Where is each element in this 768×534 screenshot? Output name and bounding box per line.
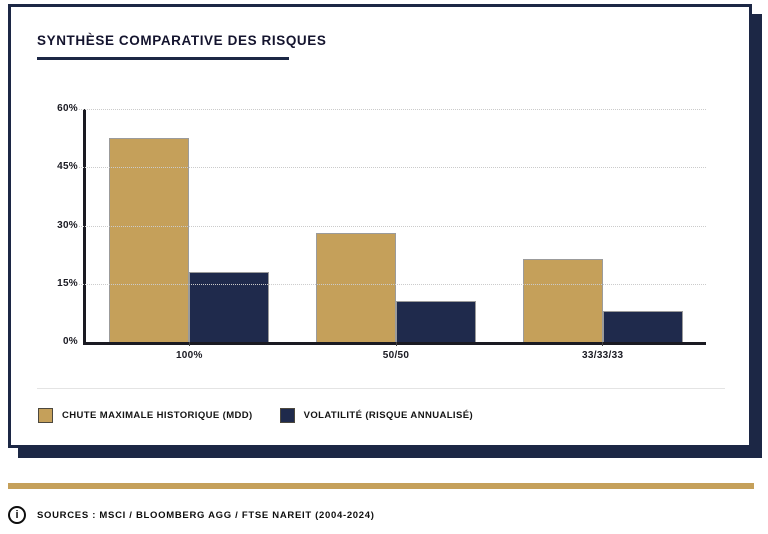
footer-sources-text: SOURCES : MSCI / BLOOMBERG AGG / FTSE NA… [37,509,375,521]
bar [109,138,190,342]
x-axis [83,342,706,345]
bar [189,272,270,342]
y-tick-label: 60% [57,103,78,114]
chart-card: SYNTHÈSE COMPARATIVE DES RISQUES 100% 50/… [8,4,752,448]
gridline [79,167,706,169]
bar-group: 100% [86,109,293,361]
plot-area: 100% 50/50 33/33/33 0% 15% 30% 45% 60% [57,103,706,361]
legend-label: CHUTE MAXIMALE HISTORIQUE (MDD) [62,410,253,421]
bar-groups: 100% 50/50 33/33/33 [86,109,706,361]
gridline [79,225,706,227]
y-tick-label: 0% [62,336,78,347]
legend-divider [37,388,725,389]
info-icon: i [8,506,26,524]
legend-item: VOLATILITÉ (RISQUE ANNUALISÉ) [279,408,474,423]
y-tick-label: 45% [57,161,78,173]
gold-accent-rule [8,483,754,489]
bar [396,301,476,342]
x-category-label: 100% [175,350,203,361]
x-category-label: 50/50 [382,350,410,361]
x-category-label: 33/33/33 [582,350,624,361]
legend: CHUTE MAXIMALE HISTORIQUE (MDD) VOLATILIT… [38,408,473,423]
bar-group: 33/33/33 [499,109,706,361]
legend-label: VOLATILITÉ (RISQUE ANNUALISÉ) [303,410,474,421]
bar [522,258,603,342]
y-tick-label: 30% [57,219,78,231]
legend-swatch [38,408,53,423]
chart-title: SYNTHÈSE COMPARATIVE DES RISQUES [37,33,327,48]
bar [602,310,683,342]
title-underline [37,57,289,60]
bar-group: 50/50 [293,109,500,361]
y-tick-label: 15% [57,277,78,289]
legend-item: CHUTE MAXIMALE HISTORIQUE (MDD) [38,408,253,423]
footer: i SOURCES : MSCI / BLOOMBERG AGG / FTSE … [8,506,375,524]
bar [316,233,396,342]
legend-swatch [279,408,295,423]
gridline [79,283,706,285]
gridline [79,109,706,110]
